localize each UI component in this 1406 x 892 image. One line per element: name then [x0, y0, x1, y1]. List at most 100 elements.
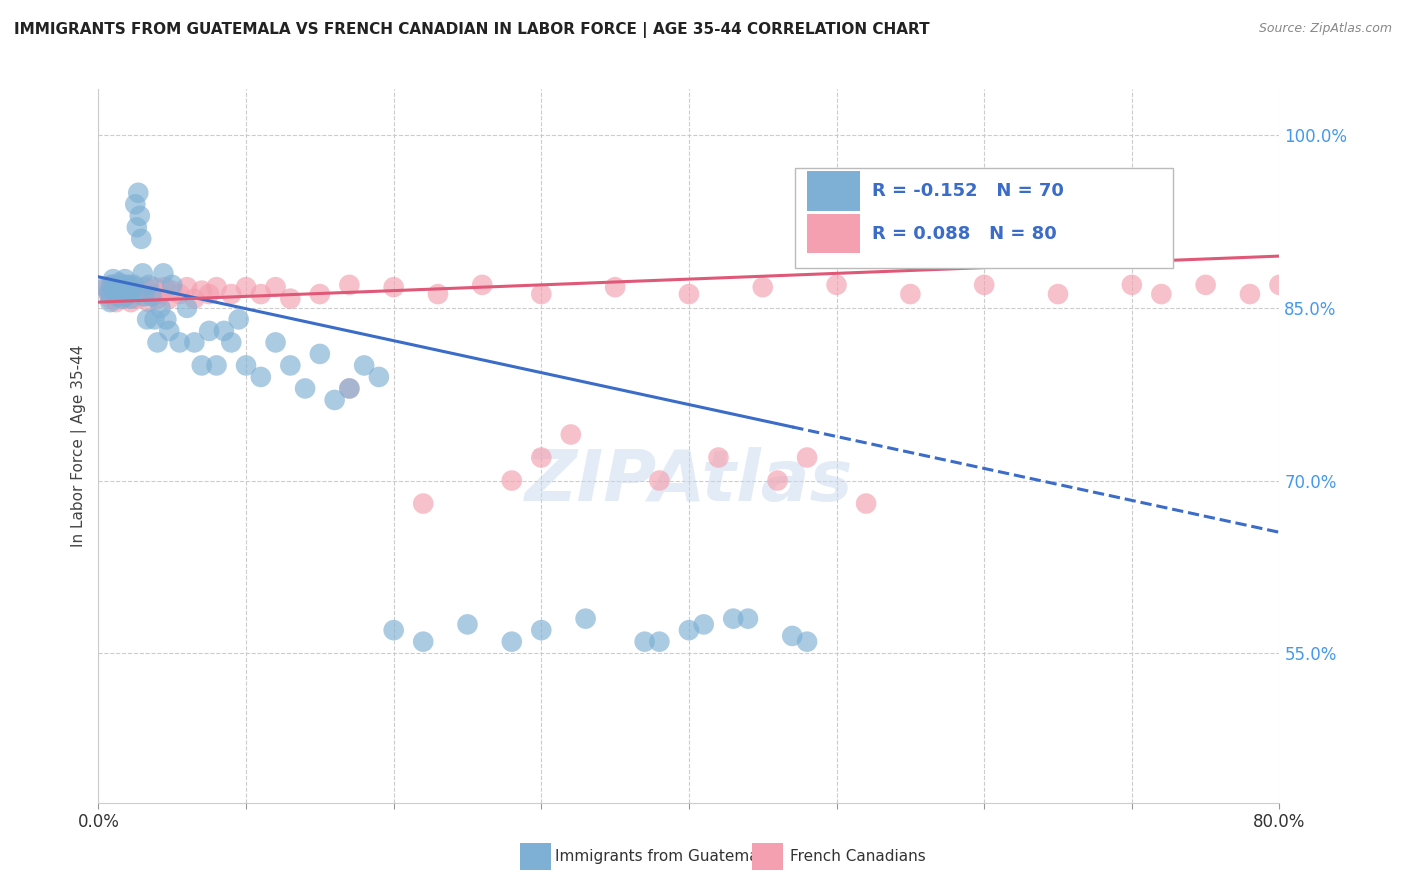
Point: [278, 292, 302, 306]
Point: [135, 280, 157, 294]
Point: [120, 292, 142, 306]
Point: [235, 359, 257, 373]
Point: [323, 392, 346, 407]
Point: [560, 427, 582, 442]
Point: [456, 617, 478, 632]
Point: [94, 281, 117, 295]
Point: [111, 287, 134, 301]
Point: [574, 612, 596, 626]
Point: [782, 629, 804, 643]
Point: [250, 287, 273, 301]
Point: [152, 266, 174, 280]
Point: [153, 280, 176, 294]
Point: [125, 220, 148, 235]
Point: [471, 277, 494, 292]
Point: [146, 292, 169, 306]
Point: [353, 359, 375, 373]
Point: [136, 312, 159, 326]
Point: [169, 287, 191, 301]
Point: [169, 335, 191, 350]
Point: [122, 277, 145, 292]
Point: [1046, 287, 1069, 301]
Point: [264, 335, 287, 350]
Point: [1268, 277, 1291, 292]
Point: [530, 623, 553, 637]
Point: [114, 272, 136, 286]
Point: [751, 280, 773, 294]
FancyBboxPatch shape: [796, 168, 1173, 268]
Point: [412, 497, 434, 511]
Point: [530, 287, 553, 301]
Text: IMMIGRANTS FROM GUATEMALA VS FRENCH CANADIAN IN LABOR FORCE | AGE 35-44 CORRELAT: IMMIGRANTS FROM GUATEMALA VS FRENCH CANA…: [14, 22, 929, 38]
Point: [100, 277, 122, 292]
Point: [723, 612, 745, 626]
Point: [648, 474, 671, 488]
Text: Immigrants from Guatemala: Immigrants from Guatemala: [555, 849, 773, 863]
Point: [339, 277, 360, 292]
Point: [1341, 287, 1364, 301]
Text: R = 0.088   N = 80: R = 0.088 N = 80: [872, 225, 1057, 243]
Point: [108, 276, 131, 290]
Point: [309, 347, 332, 361]
Point: [129, 232, 152, 246]
Point: [693, 617, 716, 632]
Point: [191, 359, 214, 373]
Point: [128, 209, 150, 223]
Point: [98, 295, 121, 310]
Point: [412, 634, 434, 648]
Point: [605, 280, 627, 294]
Point: [115, 287, 138, 301]
Point: [183, 292, 205, 306]
Text: ZIPAtlas: ZIPAtlas: [524, 447, 853, 516]
Point: [501, 474, 523, 488]
Point: [278, 359, 302, 373]
Point: [294, 381, 316, 395]
Point: [110, 277, 132, 292]
Point: [141, 287, 163, 301]
Point: [121, 287, 143, 301]
Text: French Canadians: French Canadians: [790, 849, 927, 863]
Point: [530, 450, 553, 465]
Point: [104, 280, 127, 294]
Point: [157, 324, 180, 338]
Point: [103, 285, 125, 300]
Point: [382, 280, 405, 294]
Point: [103, 284, 125, 298]
Point: [973, 277, 995, 292]
Point: [796, 450, 818, 465]
Point: [117, 287, 139, 301]
Point: [143, 280, 166, 294]
Point: [198, 287, 221, 301]
Point: [855, 497, 877, 511]
Point: [633, 634, 655, 648]
Point: [112, 292, 135, 306]
Point: [100, 277, 122, 292]
Point: [339, 381, 360, 395]
Point: [94, 280, 117, 294]
Point: [382, 623, 405, 637]
Point: [707, 450, 730, 465]
FancyBboxPatch shape: [807, 214, 860, 253]
Point: [149, 301, 172, 315]
Point: [678, 287, 700, 301]
Point: [132, 287, 155, 301]
Point: [339, 381, 360, 395]
Point: [678, 623, 700, 637]
Point: [648, 634, 671, 648]
Point: [132, 266, 155, 280]
Point: [235, 280, 257, 294]
FancyBboxPatch shape: [807, 171, 860, 211]
Point: [117, 287, 139, 301]
Point: [107, 289, 129, 303]
Point: [501, 634, 523, 648]
Point: [138, 295, 160, 310]
Point: [176, 280, 198, 294]
Point: [162, 284, 183, 298]
Point: [250, 370, 273, 384]
Point: [155, 312, 177, 326]
Point: [219, 335, 242, 350]
Point: [427, 287, 450, 301]
Point: [737, 612, 759, 626]
Point: [205, 280, 228, 294]
Point: [124, 280, 146, 294]
